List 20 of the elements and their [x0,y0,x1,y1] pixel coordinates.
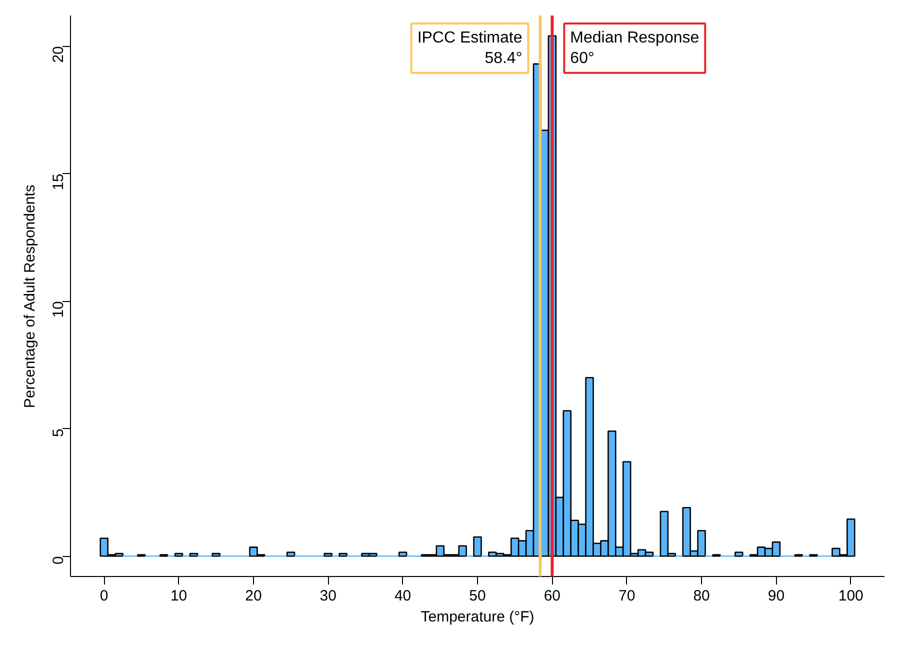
x-axis-title: Temperature (°F) [420,608,534,626]
x-tick-label: 90 [768,588,785,604]
y-tick-label: 0 [50,556,67,564]
x-tick-label: 70 [618,588,636,604]
x-tick-label: 100 [838,588,864,604]
x-tick-label: 40 [394,588,412,604]
y-axis-title: Percentage of Adult Respondents [22,184,38,408]
ref-line-label: Median Response 60° [570,30,700,67]
x-tick-label: 30 [320,588,336,604]
y-tick-label: 10 [50,301,67,318]
x-tick-label: 50 [469,588,486,604]
y-tick-label: 5 [50,428,67,437]
y-tick-label: 15 [50,174,67,190]
x-tick-label: 80 [693,588,710,604]
y-tick-label: 20 [50,46,67,63]
x-tick-label: 0 [100,588,108,604]
x-tick-label: 20 [245,588,262,604]
ref-line-label: IPCC Estimate 58.4° [417,30,522,67]
x-tick-label: 60 [544,588,561,604]
x-tick-label: 10 [170,588,188,604]
